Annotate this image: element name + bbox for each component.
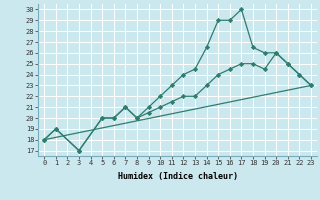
X-axis label: Humidex (Indice chaleur): Humidex (Indice chaleur) <box>118 172 238 181</box>
